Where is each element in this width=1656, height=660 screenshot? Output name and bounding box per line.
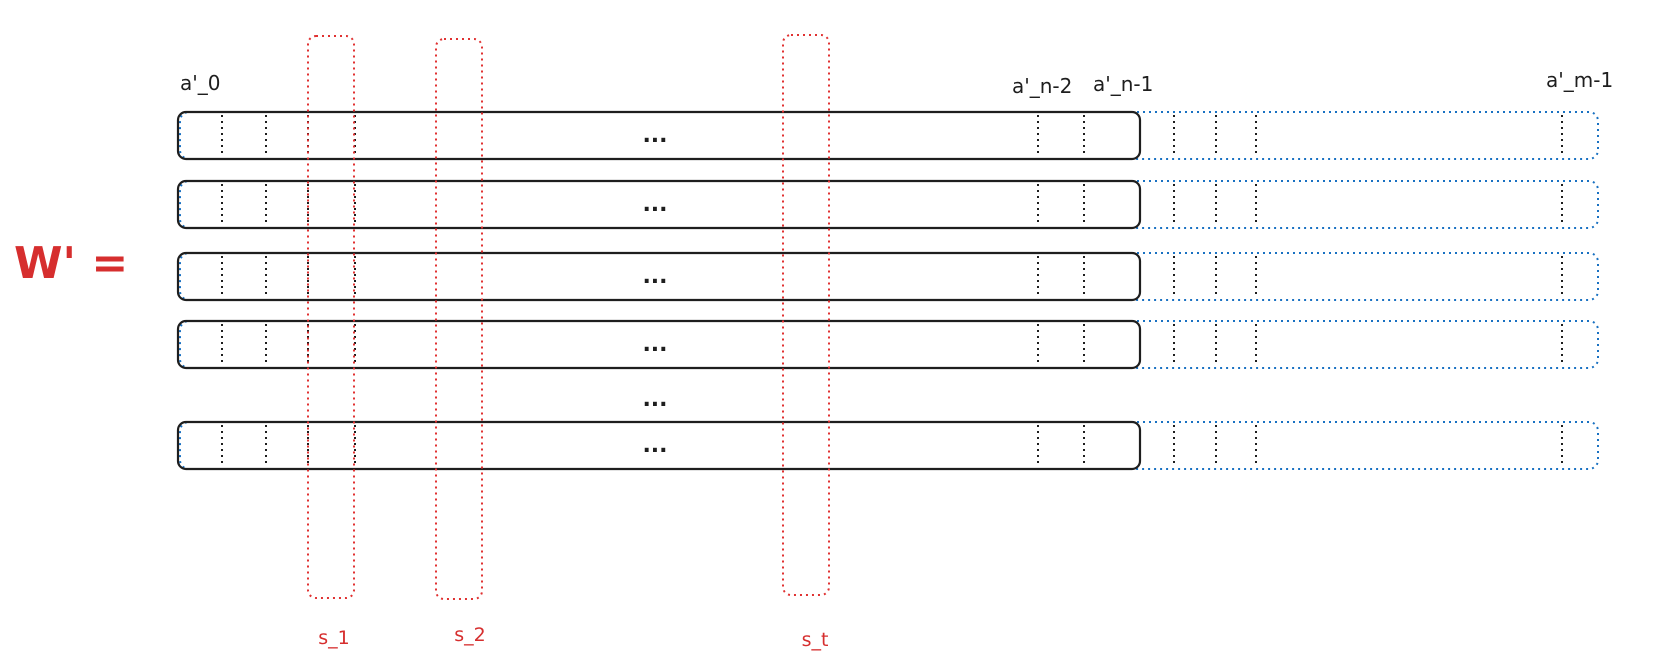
selection-label-st: s_t (802, 629, 829, 651)
label-an-2: a'_n-2 (1012, 74, 1072, 98)
matrix-rows: ............... (176, 110, 1599, 471)
label-am-1: a'_m-1 (1546, 68, 1613, 92)
selection-column-s2 (435, 38, 483, 600)
label-a0: a'_0 (180, 71, 220, 95)
extended-row-outline (179, 180, 1599, 229)
extended-row-outline (179, 320, 1599, 369)
row-ellipsis: ... (642, 264, 667, 289)
extended-row-outline (179, 421, 1599, 470)
selection-label-s2: s_2 (454, 624, 486, 646)
extended-row-outline (179, 111, 1599, 160)
selection-label-s1: s_1 (318, 627, 350, 649)
row-outline (176, 251, 1142, 302)
label-an-1: a'_n-1 (1093, 72, 1153, 96)
matrix-row: ... (176, 179, 1599, 230)
row-ellipsis: ... (642, 192, 667, 217)
row-outline (176, 420, 1142, 471)
matrix-row: ... (176, 319, 1599, 370)
matrix-label: W' = (14, 238, 128, 289)
matrix-row: ... (176, 110, 1599, 161)
between-rows-ellipsis: ... (642, 387, 667, 412)
row-outline (176, 110, 1142, 161)
row-ellipsis: ... (642, 123, 667, 148)
extended-row-outline (179, 252, 1599, 301)
selection-column-s1 (307, 35, 355, 599)
row-outline (176, 319, 1142, 370)
matrix-row: ... (176, 420, 1599, 471)
selection-column-st (782, 34, 830, 596)
row-outline (176, 179, 1142, 230)
matrix-row: ... (176, 251, 1599, 302)
selection-columns (307, 34, 830, 600)
row-ellipsis: ... (642, 332, 667, 357)
row-ellipsis: ... (642, 433, 667, 458)
